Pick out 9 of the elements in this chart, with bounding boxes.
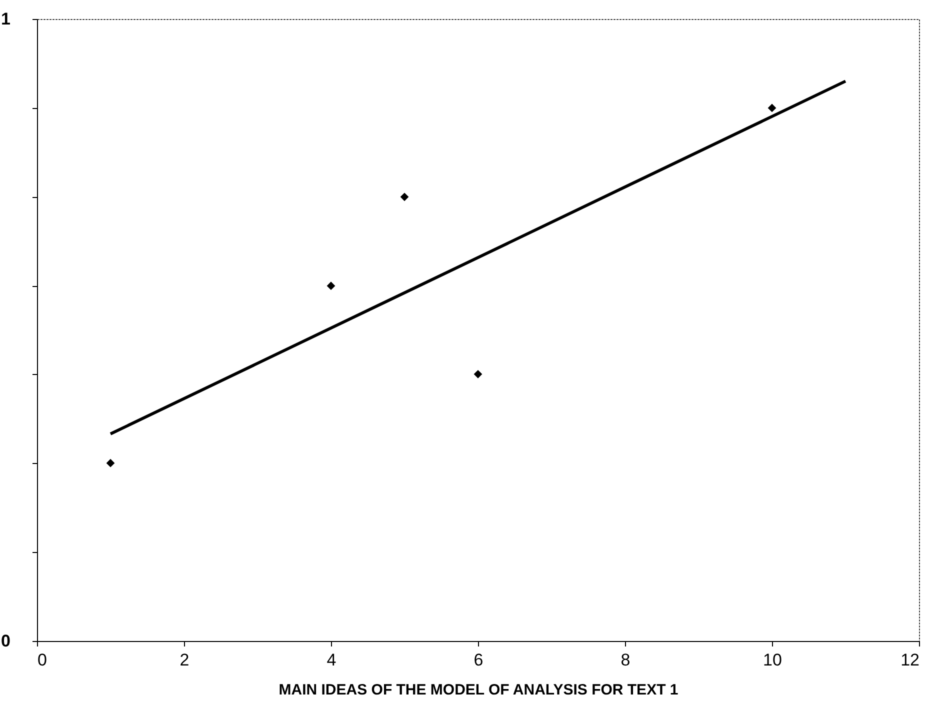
x-tick-label: 10 (763, 650, 782, 670)
x-tick-label: 4 (326, 650, 336, 670)
x-tick-label: 6 (474, 650, 484, 670)
y-tick-label: 1 (1, 10, 10, 28)
x-tick-label: 8 (620, 650, 630, 670)
x-tick-label: 0 (38, 650, 47, 670)
x-axis-title: MAIN IDEAS OF THE MODEL OF ANALYSIS FOR TEXT 1 (278, 682, 678, 698)
x-tick-label: 2 (180, 650, 190, 670)
x-tick-label: 12 (900, 650, 920, 670)
